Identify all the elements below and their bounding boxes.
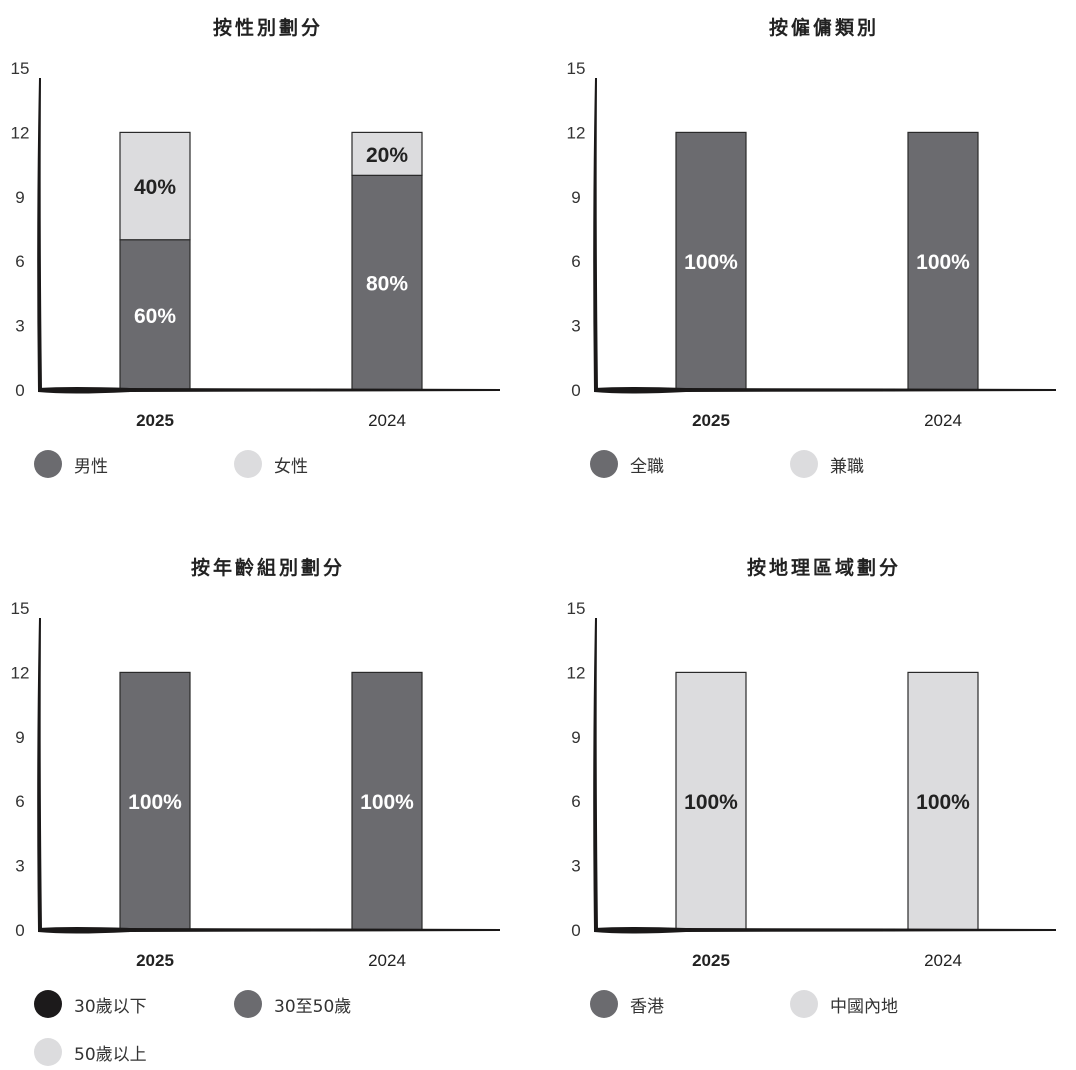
chart-svg: 按地理區域劃分 0 3 6 9 12 15 100% 2025 100% 2024 [567, 556, 1056, 970]
legend-swatch [790, 990, 818, 1018]
legend-label: 全職 [630, 456, 664, 477]
y-tick-label: 0 [15, 921, 24, 940]
y-tick-label: 9 [15, 728, 24, 747]
data-label: 100% [684, 791, 738, 814]
chart-region: 按地理區域劃分 0 3 6 9 12 15 100% 2025 100% 2024 香港 中國內地 [556, 540, 1076, 1070]
chart-gender: 按性別劃分 0 3 6 9 12 15 60% 40% 2025 80% 20% 2024 男性 女性 [0, 0, 520, 530]
y-tick-label: 15 [11, 59, 30, 78]
y-tick-label: 12 [567, 123, 586, 142]
x-tick-label: 2025 [692, 951, 730, 970]
legend-swatch [234, 450, 262, 478]
y-tick-label: 9 [571, 188, 580, 207]
chart-svg: 按性別劃分 0 3 6 9 12 15 60% 40% 2025 80% 20% 2024 [11, 16, 500, 430]
legend-item: 30至50歲 [234, 988, 351, 1020]
data-label: 100% [916, 251, 970, 274]
x-tick-label: 2024 [924, 411, 962, 430]
bar-segment [907, 671, 979, 931]
x-axis-line [594, 387, 1056, 394]
bar-segment [351, 131, 423, 176]
x-tick-label: 2025 [692, 411, 730, 430]
chart-title: 按年齡組別劃分 [191, 556, 345, 579]
y-tick-label: 3 [15, 857, 24, 876]
chart-employment: 按僱傭類別 0 3 6 9 12 15 100% 2025 100% 2024 全職 兼職 [556, 0, 1076, 530]
x-axis-line [38, 387, 500, 394]
data-label: 40% [134, 176, 176, 199]
legend-label: 中國內地 [830, 996, 898, 1017]
y-tick-label: 9 [571, 728, 580, 747]
x-axis-line [38, 927, 500, 934]
x-tick-label: 2024 [368, 951, 406, 970]
x-tick-label: 2024 [924, 951, 962, 970]
legend-swatch [234, 990, 262, 1018]
y-tick-label: 0 [15, 381, 24, 400]
legend-item: 男性 [34, 448, 108, 480]
x-axis-line [594, 927, 1056, 934]
y-tick-label: 6 [15, 792, 24, 811]
chart-title: 按僱傭類別 [769, 16, 879, 39]
legend-swatch [590, 450, 618, 478]
data-label: 80% [366, 273, 408, 296]
y-tick-label: 15 [567, 599, 586, 618]
legend-item: 30歲以下 [34, 988, 147, 1020]
y-tick-label: 15 [567, 59, 586, 78]
bar-segment [119, 671, 191, 931]
bar-segment [907, 131, 979, 391]
y-tick-label: 0 [571, 921, 580, 940]
y-tick-label: 6 [571, 792, 580, 811]
chart-svg: 按僱傭類別 0 3 6 9 12 15 100% 2025 100% 2024 [567, 16, 1056, 430]
legend-label: 30至50歲 [274, 996, 352, 1017]
chart-title: 按地理區域劃分 [747, 556, 901, 579]
data-label: 60% [134, 305, 176, 328]
bar-segment [119, 131, 191, 241]
legend-label: 香港 [630, 996, 664, 1017]
legend-swatch [34, 450, 62, 478]
y-tick-label: 9 [15, 188, 24, 207]
x-tick-label: 2025 [136, 411, 174, 430]
y-tick-label: 12 [567, 663, 586, 682]
legend-swatch [34, 1038, 62, 1066]
y-axis-line [37, 618, 42, 930]
y-tick-label: 3 [571, 857, 580, 876]
y-tick-label: 3 [15, 317, 24, 336]
legend-label: 女性 [274, 456, 308, 477]
y-tick-label: 3 [571, 317, 580, 336]
data-label: 100% [684, 251, 738, 274]
y-tick-label: 6 [571, 252, 580, 271]
y-axis-line [593, 618, 598, 930]
y-tick-label: 0 [571, 381, 580, 400]
y-axis-line [37, 78, 42, 390]
x-tick-label: 2024 [368, 411, 406, 430]
y-tick-label: 12 [11, 663, 30, 682]
x-tick-label: 2025 [136, 951, 174, 970]
legend-swatch [790, 450, 818, 478]
chart-svg: 按年齡組別劃分 0 3 6 9 12 15 100% 2025 100% 2024 [11, 556, 500, 970]
legend-label: 兼職 [830, 456, 864, 477]
legend-label: 30歲以下 [74, 996, 147, 1017]
legend-item: 50歲以上 [34, 1036, 147, 1068]
data-label: 100% [360, 791, 414, 814]
y-tick-label: 6 [15, 252, 24, 271]
y-tick-label: 12 [11, 123, 30, 142]
bar-segment [675, 131, 747, 391]
data-label: 100% [916, 791, 970, 814]
bar-segment [119, 239, 191, 391]
chart-title: 按性別劃分 [213, 16, 323, 39]
legend-item: 女性 [234, 448, 308, 480]
legend-label: 男性 [74, 456, 108, 477]
legend-swatch [590, 990, 618, 1018]
legend-label: 50歲以上 [74, 1044, 147, 1065]
bar-segment [675, 671, 747, 931]
y-tick-label: 15 [11, 599, 30, 618]
legend-item: 中國內地 [790, 988, 898, 1020]
bar-segment [351, 671, 423, 931]
chart-age: 按年齡組別劃分 0 3 6 9 12 15 100% 2025 100% 2024 30歲以下 30至… [0, 540, 520, 1070]
data-label: 100% [128, 791, 182, 814]
legend-swatch [34, 990, 62, 1018]
legend-item: 全職 [590, 448, 664, 480]
legend-item: 香港 [590, 988, 664, 1020]
data-label: 20% [366, 144, 408, 167]
y-axis-line [593, 78, 598, 390]
legend-item: 兼職 [790, 448, 864, 480]
